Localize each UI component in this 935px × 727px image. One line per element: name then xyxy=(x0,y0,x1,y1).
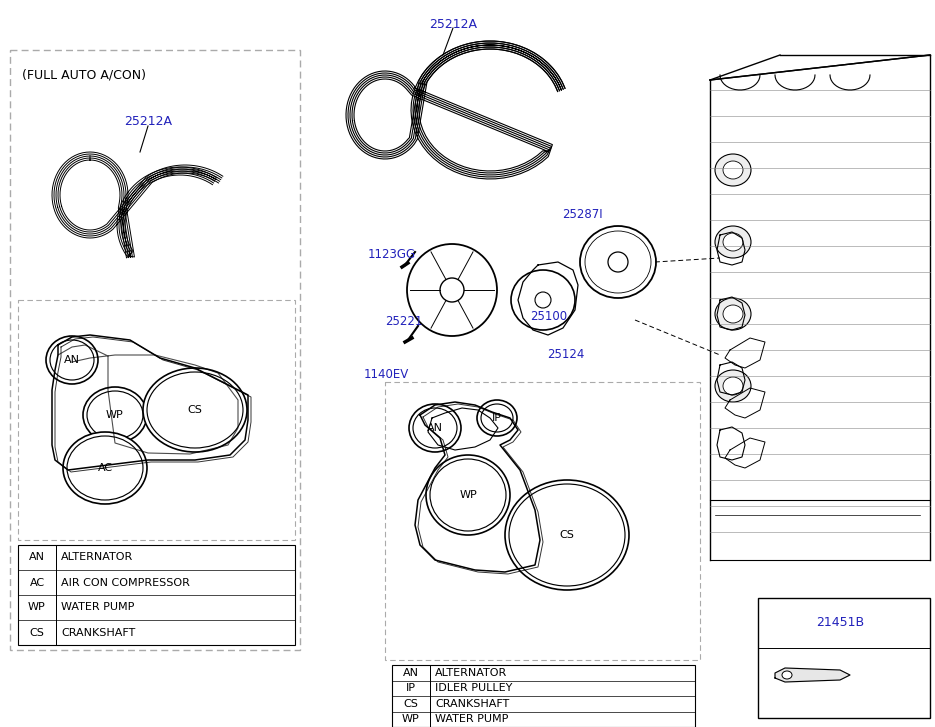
Ellipse shape xyxy=(505,480,629,590)
Ellipse shape xyxy=(723,161,743,179)
Text: WATER PUMP: WATER PUMP xyxy=(61,603,135,613)
Ellipse shape xyxy=(477,400,517,436)
Ellipse shape xyxy=(715,370,751,402)
Ellipse shape xyxy=(608,252,628,272)
Ellipse shape xyxy=(535,292,551,308)
Text: WATER PUMP: WATER PUMP xyxy=(435,714,509,724)
Text: AN: AN xyxy=(427,423,443,433)
Ellipse shape xyxy=(83,387,147,443)
Text: 25212A: 25212A xyxy=(429,18,477,31)
Text: CS: CS xyxy=(404,699,419,709)
Ellipse shape xyxy=(409,404,461,452)
Ellipse shape xyxy=(715,154,751,186)
Text: WP: WP xyxy=(107,410,123,420)
Ellipse shape xyxy=(143,368,247,452)
Ellipse shape xyxy=(87,391,143,439)
Ellipse shape xyxy=(481,404,513,432)
Text: AC: AC xyxy=(97,463,112,473)
Text: ALTERNATOR: ALTERNATOR xyxy=(61,553,134,563)
Ellipse shape xyxy=(147,372,243,448)
Ellipse shape xyxy=(715,298,751,330)
Polygon shape xyxy=(775,668,850,682)
Ellipse shape xyxy=(723,233,743,251)
Ellipse shape xyxy=(50,340,94,380)
Text: 21451B: 21451B xyxy=(816,616,864,629)
Ellipse shape xyxy=(63,432,147,504)
Text: 25100: 25100 xyxy=(530,310,568,323)
Bar xyxy=(392,665,695,727)
Ellipse shape xyxy=(46,336,98,384)
Text: IDLER PULLEY: IDLER PULLEY xyxy=(435,683,512,694)
Text: CS: CS xyxy=(188,405,203,415)
Bar xyxy=(18,300,295,540)
Ellipse shape xyxy=(426,455,510,535)
Ellipse shape xyxy=(511,270,575,330)
Text: CS: CS xyxy=(30,627,45,638)
Text: 25212A: 25212A xyxy=(124,115,172,128)
Ellipse shape xyxy=(580,226,656,298)
Text: WP: WP xyxy=(402,714,420,724)
Ellipse shape xyxy=(723,377,743,395)
Ellipse shape xyxy=(782,671,792,679)
Bar xyxy=(758,598,930,718)
Text: (FULL AUTO A/CON): (FULL AUTO A/CON) xyxy=(22,68,146,81)
Bar xyxy=(10,50,300,650)
Ellipse shape xyxy=(440,278,464,302)
Text: 25287I: 25287I xyxy=(562,208,603,221)
Ellipse shape xyxy=(413,408,457,448)
Text: AN: AN xyxy=(64,355,80,365)
Text: AIR CON COMPRESSOR: AIR CON COMPRESSOR xyxy=(61,577,190,587)
Text: AN: AN xyxy=(29,553,45,563)
Text: WP: WP xyxy=(459,490,477,500)
Text: CRANKSHAFT: CRANKSHAFT xyxy=(61,627,136,638)
Bar xyxy=(18,545,295,645)
Text: 25124: 25124 xyxy=(547,348,584,361)
Text: IP: IP xyxy=(406,683,416,694)
Text: 25221: 25221 xyxy=(385,315,423,328)
Text: CS: CS xyxy=(559,530,574,540)
Ellipse shape xyxy=(723,305,743,323)
Text: AC: AC xyxy=(29,577,45,587)
Text: WP: WP xyxy=(28,603,46,613)
Ellipse shape xyxy=(67,436,143,500)
Ellipse shape xyxy=(509,484,625,586)
Ellipse shape xyxy=(407,244,497,336)
Text: 1123GG: 1123GG xyxy=(368,248,416,261)
Text: 1140EV: 1140EV xyxy=(364,368,410,381)
Text: AN: AN xyxy=(403,668,419,678)
Text: IP: IP xyxy=(492,413,502,423)
Bar xyxy=(385,382,700,660)
Text: ALTERNATOR: ALTERNATOR xyxy=(435,668,508,678)
Text: CRANKSHAFT: CRANKSHAFT xyxy=(435,699,510,709)
Ellipse shape xyxy=(715,226,751,258)
Ellipse shape xyxy=(430,459,506,531)
